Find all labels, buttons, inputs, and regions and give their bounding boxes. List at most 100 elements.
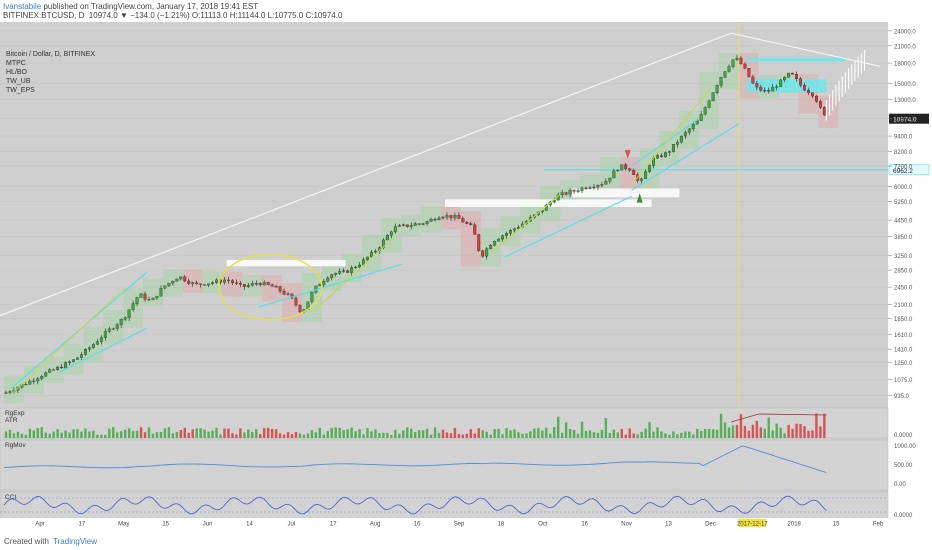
candle-down: [258, 283, 262, 286]
volume-bar: [795, 423, 798, 438]
candle-down: [405, 224, 409, 227]
candle-up: [373, 250, 377, 253]
y-tick-label: 2850.0: [894, 269, 913, 275]
highlight-date-tag: [738, 519, 767, 527]
chart-area[interactable]: 10974.0 6962.2 935.0 1075.0 1250.0 1410.0 161…: [0, 22, 932, 528]
volume-bar: [406, 427, 409, 438]
candle-up: [727, 66, 731, 72]
volume-bar: [195, 428, 198, 438]
volume-bar: [703, 428, 707, 438]
volume-bar: [338, 427, 341, 438]
volume-bar: [394, 429, 397, 438]
chart-legend: Bitcoin / Dollar, D, BITFINEX MTPC HL/BO…: [6, 50, 95, 95]
candle-up: [505, 233, 508, 236]
volume-bar: [771, 430, 774, 438]
volume-bar: [735, 424, 739, 438]
volume-bar: [489, 434, 492, 438]
volume-bar: [171, 433, 175, 438]
candle-up: [366, 256, 369, 260]
volume-bar: [425, 428, 429, 438]
candle-down: [187, 280, 191, 284]
candle-up: [679, 135, 683, 143]
volume-bar: [243, 432, 246, 438]
x-tick-label: 17: [330, 522, 337, 528]
candle-down: [433, 219, 437, 221]
trend-support-line: [492, 193, 561, 253]
support-band: [572, 188, 680, 198]
x-tick-label: Dec: [705, 522, 716, 528]
volume-bar: [294, 431, 298, 438]
author-link[interactable]: Ivanstabile: [3, 2, 42, 11]
candle-down: [199, 283, 203, 285]
volume-bar: [199, 428, 202, 438]
candle-up: [91, 344, 95, 348]
volume-bar: [112, 427, 115, 438]
volume-bar: [743, 425, 747, 438]
candle-up: [401, 224, 405, 226]
volume-bar: [72, 429, 75, 438]
panel-title: RgMov: [5, 442, 26, 449]
candle-up: [223, 279, 226, 283]
volume-bar: [445, 432, 449, 438]
volume-bar: [151, 433, 155, 438]
volume-bar: [330, 427, 333, 438]
annotations: [226, 22, 888, 528]
publish-header: Ivanstabile published on TradingView.com…: [0, 0, 932, 22]
volume-bar: [541, 430, 544, 438]
candle-up: [731, 59, 735, 67]
volume-bar: [318, 427, 322, 438]
volume-bar: [259, 434, 262, 438]
candle-down: [290, 293, 294, 299]
last-price-tag: [889, 113, 929, 124]
candle-up: [608, 177, 612, 182]
volume-bar: [123, 429, 127, 438]
candle-down: [632, 170, 636, 175]
volume-bar: [346, 429, 349, 438]
volume-bar: [386, 432, 389, 438]
ohlc-values: 10974.0 ▼ −134.0 (−1.21%) O:11113.0 H:11…: [88, 11, 343, 20]
candle-up: [83, 349, 87, 355]
candle-down: [242, 284, 246, 287]
volume-bar: [692, 434, 695, 438]
volume-bar: [183, 427, 186, 438]
marked-level-label: 6962.2: [893, 168, 913, 175]
volume-bar: [60, 432, 63, 438]
panel-tick-label: 0.0000: [894, 513, 913, 519]
price-axis: [888, 22, 932, 528]
panel-title: CCI: [5, 494, 16, 501]
candle-up: [40, 376, 44, 379]
candle-down: [584, 187, 588, 189]
symbol-label: BITFINEX:BTCUSD, D: [3, 11, 85, 20]
candle-up: [175, 278, 179, 282]
volume-bar: [592, 432, 596, 438]
support-band: [444, 199, 652, 207]
volume-bar: [398, 433, 401, 438]
y-tick-label: 2100.0: [894, 303, 913, 309]
volume-bar: [791, 428, 794, 438]
tradingview-logo[interactable]: TradingView: [53, 537, 98, 546]
volume-bar: [80, 431, 83, 438]
candle-up: [711, 92, 715, 101]
y-tick-label: 2450.0: [894, 286, 913, 292]
volume-bar: [239, 428, 242, 438]
candle-up: [354, 266, 358, 268]
y-tick-label: 21000.0: [894, 44, 916, 50]
volume-bar: [310, 430, 314, 438]
volume-bar: [556, 416, 560, 438]
candle-up: [787, 72, 791, 78]
grid: [0, 30, 888, 396]
candle-up: [115, 324, 119, 329]
volume-bar: [807, 430, 810, 438]
candle-up: [330, 274, 334, 279]
x-tick-label: 2018: [788, 522, 802, 528]
range-box: [143, 278, 163, 307]
candle-down: [461, 218, 465, 223]
candle-down: [147, 299, 151, 301]
trend-support-line: [631, 87, 712, 185]
volume-bar: [644, 428, 647, 438]
candle-up: [322, 281, 326, 285]
volume-bar: [219, 434, 222, 438]
y-tick-label: 3850.0: [894, 235, 913, 241]
range-box: [262, 275, 283, 302]
